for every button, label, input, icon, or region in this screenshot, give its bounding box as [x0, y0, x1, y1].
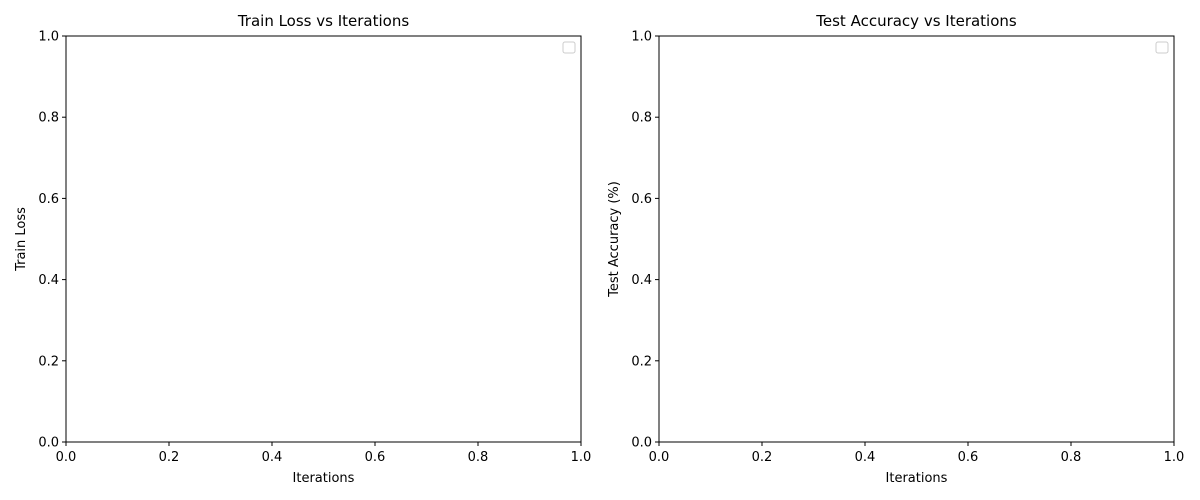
x-tick-label: 0.8	[468, 450, 489, 465]
y-tick-label: 0.2	[38, 354, 59, 369]
y-axis-label: Train Loss	[14, 207, 29, 272]
x-tick-label: 0.6	[958, 450, 979, 465]
y-tick-label: 0.6	[38, 192, 59, 207]
y-tick-label: 0.8	[38, 111, 59, 126]
x-axis-label: Iterations	[886, 471, 948, 486]
subplot-test-accuracy: Test Accuracy vs Iterations 0.0 0.2 0.4 0.6…	[607, 12, 1184, 486]
y-tick-label: 0.0	[631, 436, 652, 451]
x-tick-label: 0.4	[262, 450, 283, 465]
x-tick-label: 0.2	[752, 450, 773, 465]
subplot-train-loss: Train Loss vs Iterations 0.0 0.2 0.4 0.6 0.8…	[14, 12, 591, 486]
x-tick-label: 0.0	[56, 450, 77, 465]
x-tick-label: 0.4	[855, 450, 876, 465]
y-tick-label: 0.8	[631, 111, 652, 126]
chart-title: Test Accuracy vs Iterations	[815, 12, 1017, 30]
x-tick-label: 1.0	[571, 450, 592, 465]
chart-title: Train Loss vs Iterations	[237, 12, 410, 30]
y-axis-label: Test Accuracy (%)	[607, 181, 622, 298]
y-tick-label: 0.4	[631, 273, 652, 288]
plot-area	[658, 35, 1175, 443]
x-tick-label: 0.2	[159, 450, 180, 465]
y-tick-label: 0.0	[38, 436, 59, 451]
x-tick-label: 0.0	[649, 450, 670, 465]
x-tick-label: 0.8	[1061, 450, 1082, 465]
y-tick-label: 1.0	[38, 30, 59, 45]
x-axis-ticks: 0.0 0.2 0.4 0.6 0.8 1.0	[56, 442, 592, 465]
x-tick-label: 0.6	[365, 450, 386, 465]
x-axis-ticks: 0.0 0.2 0.4 0.6 0.8 1.0	[649, 442, 1185, 465]
x-tick-label: 1.0	[1164, 450, 1185, 465]
y-axis-ticks: 0.0 0.2 0.4 0.6 0.8 1.0	[38, 30, 66, 451]
plot-area	[65, 35, 582, 443]
x-axis-label: Iterations	[293, 471, 355, 486]
y-axis-ticks: 0.0 0.2 0.4 0.6 0.8 1.0	[631, 30, 659, 451]
legend-box	[1155, 41, 1169, 54]
y-tick-label: 1.0	[631, 30, 652, 45]
legend-box	[562, 41, 576, 54]
y-tick-label: 0.6	[631, 192, 652, 207]
y-tick-label: 0.4	[38, 273, 59, 288]
y-tick-label: 0.2	[631, 354, 652, 369]
